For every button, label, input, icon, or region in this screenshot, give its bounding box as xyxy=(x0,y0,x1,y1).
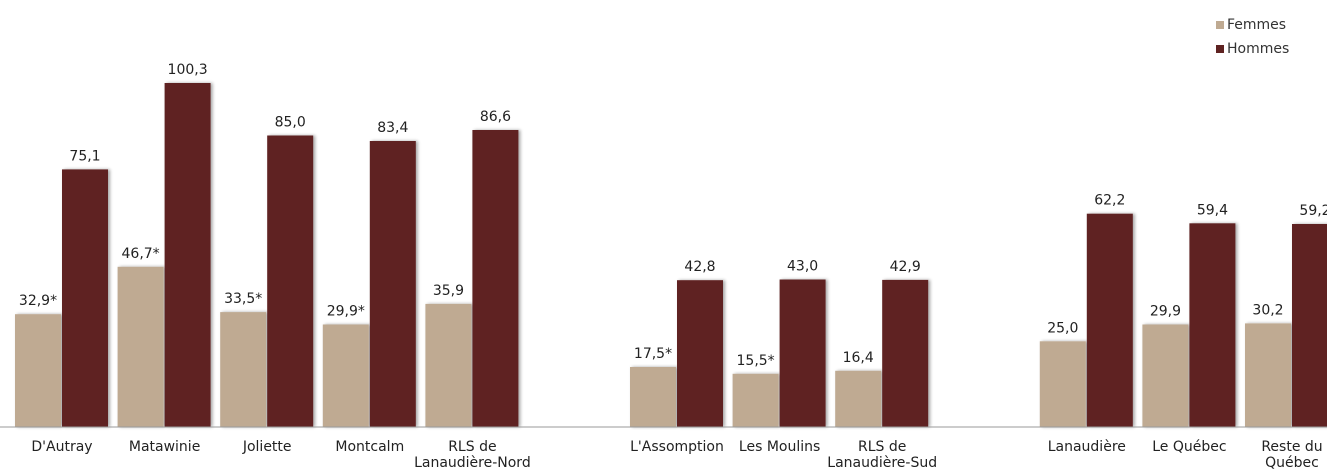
x-tick-labels: D'Autray Matawinie Joliette Montcalm RLS deL… xyxy=(31,439,1322,471)
data-label-hommes-3: 83,4 xyxy=(377,120,408,136)
x-tick-label-1-0: Matawinie xyxy=(129,439,200,455)
x-tick-label-5-0: L'Assomption xyxy=(630,439,724,455)
data-label-hommes-4: 86,6 xyxy=(480,109,511,125)
data-label-hommes-9: 59,4 xyxy=(1197,202,1228,218)
data-label-femmes-3: 29,9* xyxy=(327,304,365,320)
x-tick-label-2-0: Joliette xyxy=(242,439,292,455)
data-label-femmes-0: 32,9* xyxy=(19,293,57,309)
data-label-hommes-1: 100,3 xyxy=(168,62,208,78)
x-tick-label-10-0: Reste du xyxy=(1261,439,1322,455)
data-label-femmes-5: 17,5* xyxy=(634,346,672,362)
bar-hommes-8 xyxy=(1086,213,1133,427)
data-label-femmes-4: 35,9 xyxy=(433,283,464,299)
x-tick-label-4-0: RLS de xyxy=(448,439,496,455)
bar-hommes-7 xyxy=(882,279,929,427)
legend-item-hommes: Hommes xyxy=(1216,37,1289,61)
bar-femmes-9 xyxy=(1142,324,1189,427)
bars-layer: 32,9* 75,1 46,7* 100,3 33,5* 85,0 29,9* 83,4 35,… xyxy=(15,62,1327,427)
data-label-femmes-2: 33,5* xyxy=(224,291,262,307)
legend-swatch-femmes xyxy=(1216,21,1224,29)
x-tick-label-7-0: RLS de xyxy=(858,439,906,455)
bar-hommes-1 xyxy=(164,83,211,427)
data-label-femmes-10: 30,2 xyxy=(1252,302,1283,318)
x-tick-label-6-0: Les Moulins xyxy=(739,439,820,455)
bar-hommes-3 xyxy=(369,141,416,427)
bar-hommes-5 xyxy=(677,280,723,427)
data-label-femmes-1: 46,7* xyxy=(122,246,160,262)
bar-femmes-2 xyxy=(220,312,267,427)
bar-hommes-9 xyxy=(1189,223,1236,427)
x-tick-label-0-0: D'Autray xyxy=(31,439,92,455)
data-label-femmes-8: 25,0 xyxy=(1047,320,1078,336)
legend-swatch-hommes xyxy=(1216,45,1224,53)
data-label-hommes-2: 85,0 xyxy=(275,115,306,131)
legend-item-femmes: Femmes xyxy=(1216,13,1289,37)
bar-hommes-6 xyxy=(779,279,826,427)
data-label-hommes-0: 75,1 xyxy=(69,148,100,164)
x-tick-label-3-0: Montcalm xyxy=(335,439,404,455)
data-label-femmes-7: 16,4 xyxy=(843,350,874,366)
data-label-femmes-6: 15,5* xyxy=(737,353,775,369)
bar-femmes-1 xyxy=(117,266,164,427)
bar-femmes-5 xyxy=(630,367,676,427)
legend: Femmes Hommes xyxy=(1216,13,1289,61)
bar-femmes-10 xyxy=(1245,323,1291,427)
bar-femmes-7 xyxy=(835,370,882,427)
bar-femmes-0 xyxy=(15,314,61,427)
bar-femmes-6 xyxy=(732,373,779,427)
bar-hommes-0 xyxy=(62,169,108,427)
bar-femmes-4 xyxy=(425,303,472,427)
x-tick-label-7-1: Lanaudière-Sud xyxy=(827,455,937,471)
data-label-hommes-10: 59,2 xyxy=(1299,203,1327,219)
bar-hommes-2 xyxy=(267,135,314,427)
x-tick-label-8-0: Lanaudière xyxy=(1048,439,1126,455)
x-tick-label-9-0: Le Québec xyxy=(1152,439,1226,455)
bar-femmes-8 xyxy=(1039,341,1086,427)
data-label-hommes-5: 42,8 xyxy=(684,259,715,275)
bar-hommes-10 xyxy=(1292,224,1327,427)
data-label-femmes-9: 29,9 xyxy=(1150,304,1181,320)
legend-label-hommes: Hommes xyxy=(1227,41,1290,57)
data-label-hommes-6: 43,0 xyxy=(787,259,818,275)
bar-femmes-3 xyxy=(322,324,369,427)
bar-hommes-4 xyxy=(472,130,519,427)
data-label-hommes-8: 62,2 xyxy=(1094,193,1125,209)
data-label-hommes-7: 42,9 xyxy=(890,259,921,275)
x-tick-label-4-1: Lanaudière-Nord xyxy=(414,455,531,471)
x-tick-label-10-1: Québec xyxy=(1265,455,1319,471)
legend-label-femmes: Femmes xyxy=(1227,17,1287,33)
